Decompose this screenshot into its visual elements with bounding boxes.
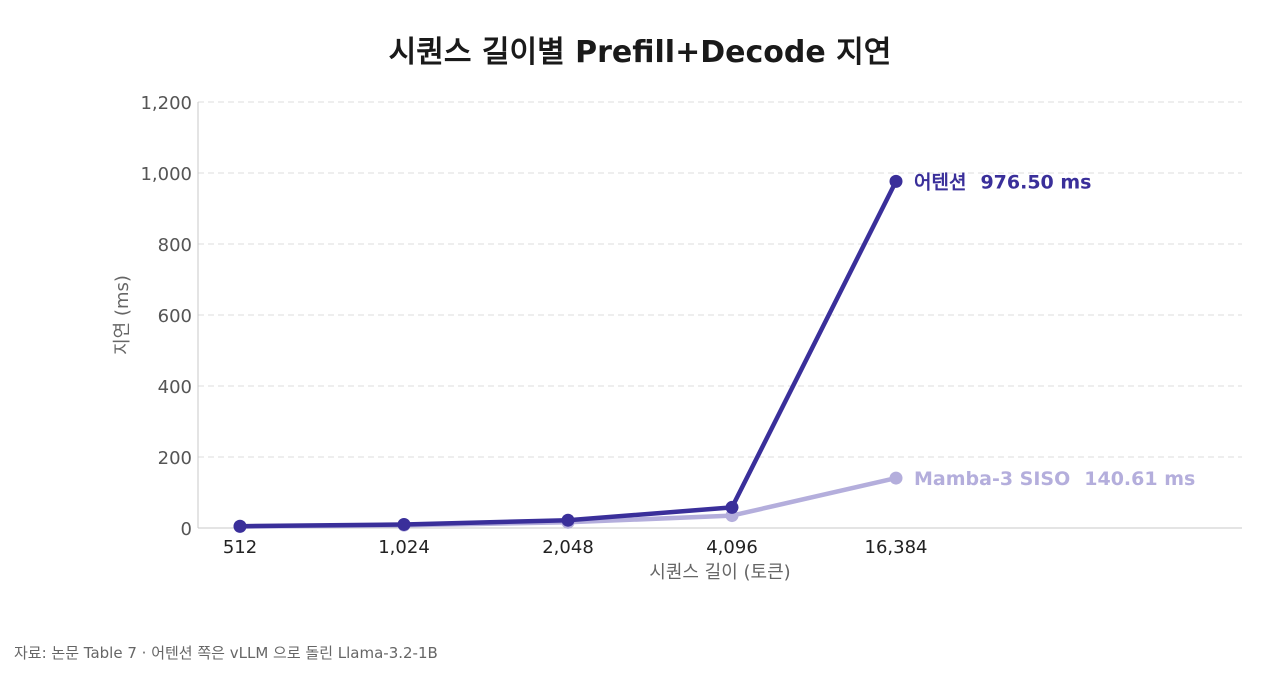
y-tick-label: 800 xyxy=(158,235,192,256)
y-tick-label: 600 xyxy=(158,306,192,327)
series-name: Mamba-3 SISO xyxy=(914,468,1070,490)
data-point xyxy=(397,517,411,531)
series-value-label: 976.50 ms xyxy=(980,171,1091,193)
data-point xyxy=(561,513,575,527)
series-end-label: 어텐션 976.50 ms xyxy=(914,171,1092,193)
y-tick-label: 0 xyxy=(181,519,192,540)
x-tick-label: 2,048 xyxy=(542,537,594,558)
grid-lines xyxy=(198,101,1242,458)
x-tick-label: 4,096 xyxy=(706,537,758,558)
y-tick-label: 1,000 xyxy=(140,164,192,185)
x-axis-ticks: 512 1,024 2,048 4,096 16,384 xyxy=(223,537,928,558)
y-tick-label: 200 xyxy=(158,448,192,469)
data-point xyxy=(725,500,739,514)
series-line xyxy=(237,179,899,529)
series-layer: Mamba-3 SISO 140.61 ms 어텐션 976.50 ms xyxy=(233,171,1195,534)
x-tick-label: 512 xyxy=(223,537,257,558)
source-note: 자료: 논문 Table 7 · 어텐션 쪽은 vLLM 으로 돌린 Llama… xyxy=(14,644,438,662)
series-0: 어텐션 976.50 ms xyxy=(233,171,1092,533)
series-name: 어텐션 xyxy=(914,171,966,193)
y-axis-ticks: 0 200 400 600 800 1,000 1,200 xyxy=(140,93,199,540)
y-axis-label: 지연 (ms) xyxy=(112,275,133,355)
x-tick-label: 1,024 xyxy=(378,537,430,558)
y-tick-label: 1,200 xyxy=(140,93,192,114)
x-axis-label: 시퀀스 길이 (토큰) xyxy=(649,562,790,583)
data-point xyxy=(889,174,903,188)
data-point xyxy=(889,471,903,485)
series-end-label: Mamba-3 SISO 140.61 ms xyxy=(914,468,1195,490)
series-value-label: 140.61 ms xyxy=(1084,468,1195,490)
chart-title: 시퀀스 길이별 Prefill+Decode 지연 xyxy=(389,35,892,70)
data-point xyxy=(233,519,247,533)
x-tick-label: 16,384 xyxy=(865,537,928,558)
y-tick-label: 400 xyxy=(158,377,192,398)
